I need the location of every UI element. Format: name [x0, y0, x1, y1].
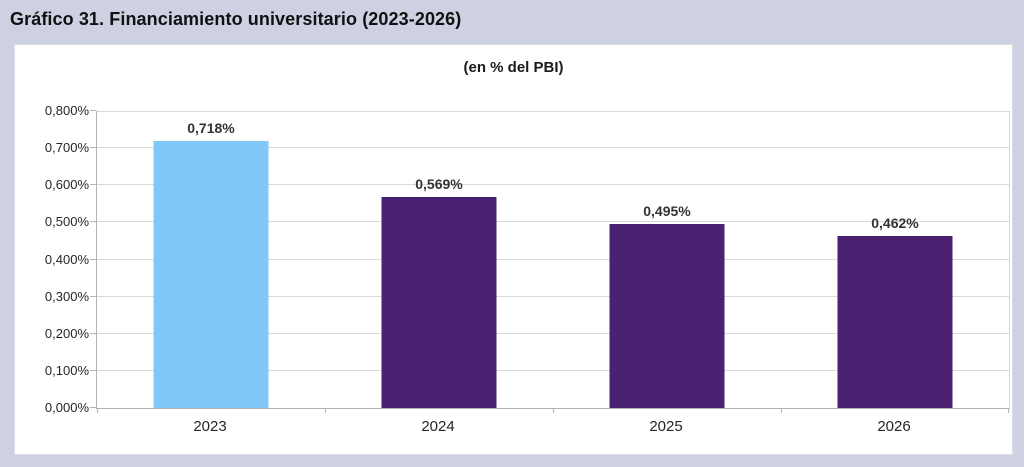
gridline	[97, 221, 1009, 223]
y-axis-tick-label: 0,700%	[44, 140, 89, 156]
x-axis-category-label: 2026	[877, 418, 911, 435]
y-axis-tick	[90, 147, 96, 149]
x-axis-tick	[97, 408, 98, 413]
y-axis-tick	[90, 332, 96, 334]
y-axis-tick	[90, 221, 96, 223]
y-axis-tick-label: 0,100%	[44, 362, 89, 378]
x-axis-tick	[553, 408, 554, 413]
gridline	[97, 184, 1009, 186]
y-axis-tick-label: 0,200%	[44, 325, 89, 341]
gridline	[97, 369, 1009, 371]
y-axis-tick	[90, 110, 96, 111]
x-axis-labels: 2023 2024 2025 2026	[96, 418, 1008, 435]
chart-title: Gráfico 31. Financiamiento universitario…	[10, 9, 462, 29]
gridline	[97, 258, 1009, 260]
chart-subtitle: (en % del PBI)	[463, 59, 564, 76]
y-axis-tick-label: 0,800%	[44, 103, 89, 118]
x-axis-tick	[1008, 408, 1009, 413]
y-axis-tick-label: 0,300%	[44, 288, 89, 304]
bar-group-2025: 0,495%	[553, 111, 781, 408]
x-axis-tick	[325, 408, 326, 413]
x-axis-category-label: 2024	[421, 418, 455, 435]
bar-value-label: 0,718%	[187, 120, 235, 137]
bar-value-label: 0,495%	[643, 203, 691, 220]
plot-area: 0,718% 0,569% 0,495% 0,462%	[90, 110, 1010, 413]
bar-value-label: 0,569%	[415, 175, 463, 192]
x-axis-tick	[781, 408, 782, 413]
bar-2026	[837, 236, 953, 408]
y-axis-tick-label: 0,600%	[44, 177, 89, 193]
y-axis-tick-label: 0,400%	[44, 251, 89, 267]
y-axis-tick	[90, 184, 96, 186]
bar-2025	[609, 224, 725, 408]
gridline	[97, 111, 1009, 112]
x-axis-category-label: 2025	[649, 418, 683, 435]
y-axis-labels: 0,000% 0,100% 0,200% 0,300% 0,400% 0,500% 0,60…	[15, 103, 89, 415]
y-axis-tick	[90, 407, 96, 408]
y-axis-tick	[90, 369, 96, 371]
gridline	[97, 332, 1009, 334]
y-axis-tick	[90, 295, 96, 297]
y-axis-tick-label: 0,000%	[44, 400, 89, 415]
bar-group-2026: 0,462%	[781, 111, 1009, 408]
y-axis-tick	[90, 258, 96, 260]
x-axis-category-label: 2023	[193, 418, 227, 435]
gridline	[97, 295, 1009, 297]
bar-2024	[381, 196, 497, 408]
y-axis-tick-label: 0,500%	[44, 214, 89, 230]
bar-value-label: 0,462%	[871, 215, 919, 232]
bar-group-2024: 0,569%	[325, 111, 553, 408]
bar-group-2023: 0,718%	[97, 111, 325, 408]
chart-panel: (en % del PBI) 0,000% 0,100% 0,200% 0,300% 0…	[14, 44, 1013, 455]
bar-2023	[153, 141, 269, 408]
gridline	[97, 147, 1009, 149]
